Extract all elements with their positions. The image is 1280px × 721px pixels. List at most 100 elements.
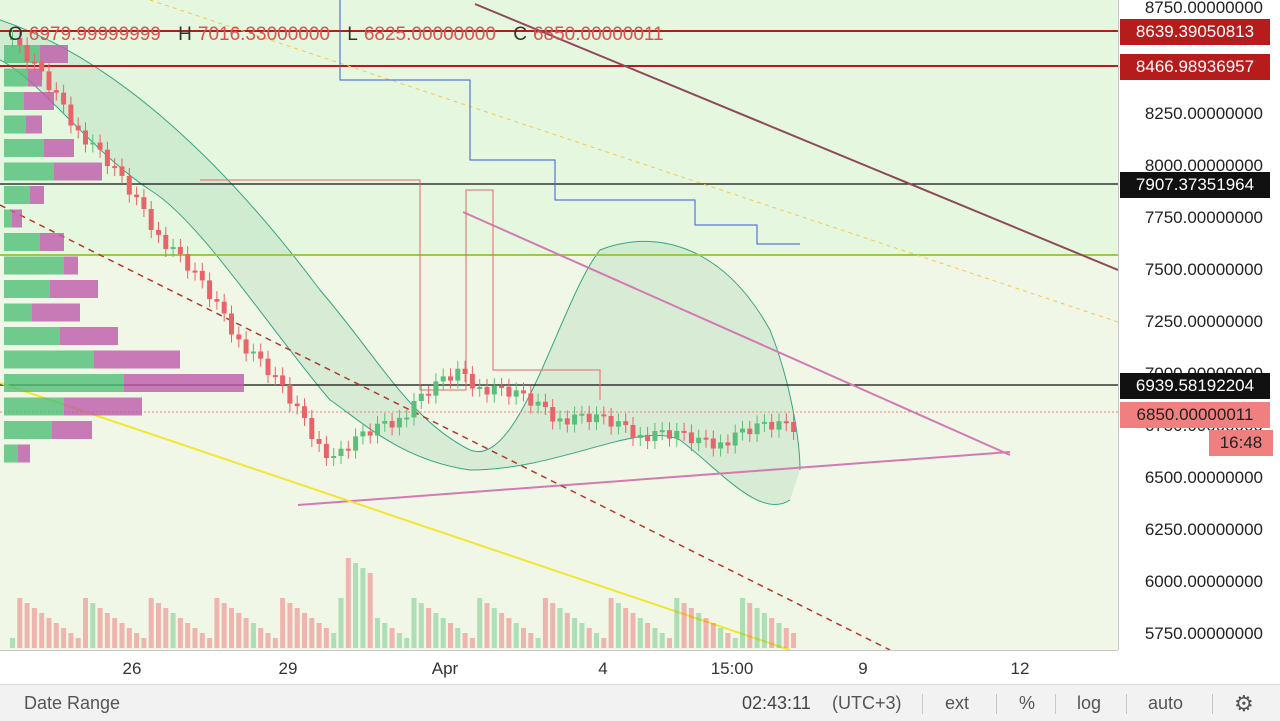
volume-profile-bar [12,209,22,228]
candle-body [250,351,256,354]
candle-body [404,417,410,420]
percent-toggle[interactable]: % [1019,693,1036,713]
candle-body [448,376,453,381]
candle-body [221,301,227,314]
auto-toggle[interactable]: auto [1148,693,1184,713]
candle-body [83,130,88,145]
candlestick-chart[interactable] [0,0,1118,650]
volume-profile-bar [64,256,78,275]
bar-countdown-timer: 16:48 [1209,430,1273,456]
volume-bar [491,608,497,648]
candle-body [389,421,395,428]
volume-bar [455,628,461,648]
volume-bar [214,598,220,648]
volume-bar [740,598,745,648]
volume-profile-bar [54,162,102,181]
trend-line-dashed-red [0,204,891,650]
candle-body [791,422,797,432]
volume-bar [433,613,439,648]
volume-bar [469,638,475,648]
volume-bar [265,633,271,648]
candle-body [170,247,176,249]
open-key: O [8,24,23,45]
clock: 02:43:11 [742,693,811,713]
volume-profile-bar [4,350,94,369]
volume-bar [156,603,161,648]
volume-bar [46,618,52,648]
volume-bar [316,623,322,648]
price-tick: 8250.00000000 [1144,104,1263,123]
volume-bar [440,618,446,648]
price-label-level: 6939.58192204 [1120,373,1270,399]
candle-body [550,407,556,422]
gear-icon[interactable]: ⚙ [1234,691,1254,716]
volume-bar [207,638,213,648]
low-key: L [347,24,358,45]
volume-bar [97,608,103,648]
candle-body [440,376,446,382]
date-range-button[interactable]: Date Range [24,693,121,713]
candle-body [615,421,621,427]
candle-body [703,437,709,440]
ext-toggle[interactable]: ext [945,693,970,713]
candle-body [24,45,30,62]
candle-body [104,149,110,167]
candle-body [61,92,67,105]
volume-bar [294,608,300,648]
volume-profile-bar [18,444,30,463]
time-tick: 15:00 [710,659,754,678]
candle-body [39,61,45,72]
timezone-button[interactable]: (UTC+3) [832,693,902,713]
candle-body [688,432,694,444]
volume-profile-bar [4,139,44,157]
volume-bar [338,598,344,648]
price-tick: 8000.00000000 [1144,156,1263,175]
volume-bar [681,603,687,648]
candle-body [280,375,286,385]
time-tick: 9 [858,659,868,678]
volume-profile-bar [4,186,30,204]
volume-bar [615,603,621,648]
candle-body [455,368,461,381]
trend-line-yellow [0,382,791,650]
close-key: C [513,24,527,45]
volume-bar [747,603,753,648]
volume-profile-bar [4,303,32,322]
chart-plot-area[interactable]: O 6979.99999999 H 7016.33000000 L 6825.0000… [0,0,1118,650]
volume-bar [667,638,672,648]
candle-body [31,61,37,64]
candle-body [506,386,512,397]
price-label-resistance-1: 8639.39050813 [1120,19,1270,45]
volume-bar [170,613,176,648]
volume-bar [776,623,782,648]
time-tick: 29 [278,659,298,678]
volume-bar [783,628,789,648]
candle-body [418,393,424,401]
candle-body [331,456,337,458]
volume-profile-bar [4,115,26,134]
price-tick: 7500.00000000 [1144,260,1263,279]
candle-body [338,448,344,456]
volume-profile-bar [4,162,54,181]
volume-bar [192,628,198,648]
volume-profile-bar [4,45,40,63]
candle-body [754,423,760,435]
time-axis[interactable]: 26 29 Apr 4 15:00 9 12 [0,650,1118,685]
volume-bar [126,628,132,648]
log-toggle[interactable]: log [1077,693,1102,713]
price-axis[interactable]: 8750.00000000 8250.00000000 8000.0000000… [1118,0,1280,650]
volume-profile-bar [24,92,54,110]
candle-body [623,421,629,425]
volume-bar [236,613,242,648]
candle-body [375,423,380,436]
price-tick: 5750.00000000 [1144,624,1263,643]
volume-bar [345,558,351,648]
volume-profile-bar [4,280,50,298]
candle-body [579,413,585,416]
candle-body [272,375,278,378]
candle-body [302,406,307,418]
candle-body [294,403,300,407]
candle-body [287,384,293,404]
candle-body [68,104,74,126]
divider [1126,694,1127,714]
